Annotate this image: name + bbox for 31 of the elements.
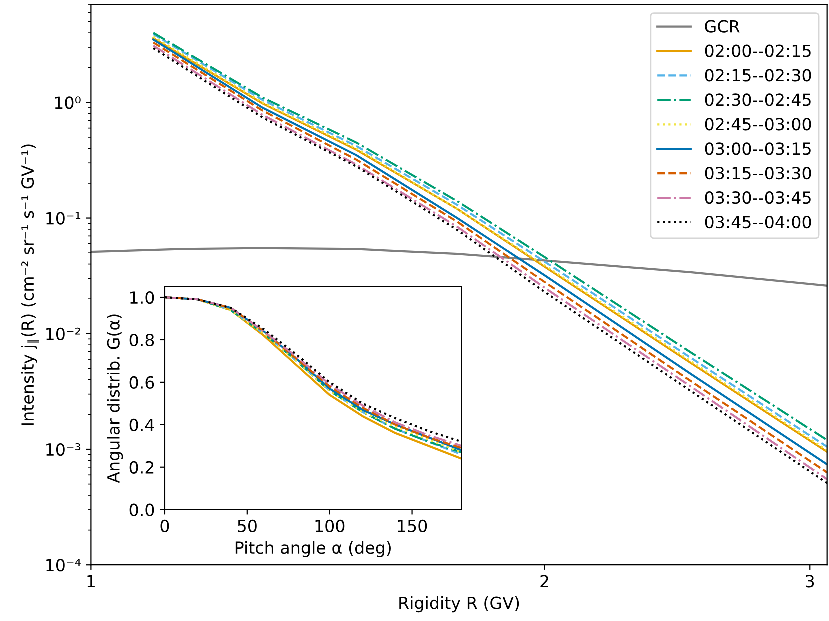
x-axis-title: Rigidity R (GV): [400, 596, 520, 613]
legend-label: GCR: [705, 20, 740, 33]
x-tick-label: 3: [806, 575, 814, 588]
y-tick-label: 10⁰: [55, 96, 81, 110]
x-tick-label: 0: [160, 520, 170, 532]
legend-label: 03:15--03:30: [705, 167, 812, 180]
y-tick-label: 10⁻³: [46, 443, 81, 456]
legend-label: 03:00--03:15: [705, 142, 811, 156]
legend-label: 03:45--04:00: [705, 216, 812, 229]
y-tick-label: 0.6: [130, 376, 154, 390]
y-tick-label: 10⁻¹: [46, 212, 81, 225]
y-tick-label: 0.8: [130, 334, 154, 347]
y-tick-label: 0.4: [130, 418, 154, 432]
y-axis-title: Intensity j$_{∥}$(R) (cm⁻² sr⁻¹ s⁻¹ GV⁻¹): [21, 144, 40, 426]
legend-label: 02:45--03:00: [705, 118, 812, 131]
legend-label: 03:30--03:45: [705, 192, 811, 204]
x-tick-label: 100: [316, 520, 345, 532]
legend-label: 02:30--02:45: [705, 94, 811, 106]
y-tick-label: 10⁻²: [46, 328, 80, 340]
y-tick-label: 0.0: [130, 504, 154, 516]
legend-label: 02:00--02:15: [705, 44, 811, 58]
x-tick-label: 1: [88, 575, 95, 588]
y-tick-label: 10⁻⁴: [46, 559, 81, 572]
y-axis-title: Angular distrib. G(α): [107, 314, 124, 484]
x-tick-label: 50: [238, 520, 257, 532]
x-tick-label: 2: [540, 575, 548, 588]
x-axis-title: Pitch angle α (deg): [236, 541, 391, 558]
legend-label: 02:15--02:30: [705, 69, 812, 82]
x-tick-label: 150: [398, 520, 428, 532]
y-tick-label: 1.0: [130, 291, 154, 304]
y-tick-label: 0.2: [130, 461, 154, 474]
